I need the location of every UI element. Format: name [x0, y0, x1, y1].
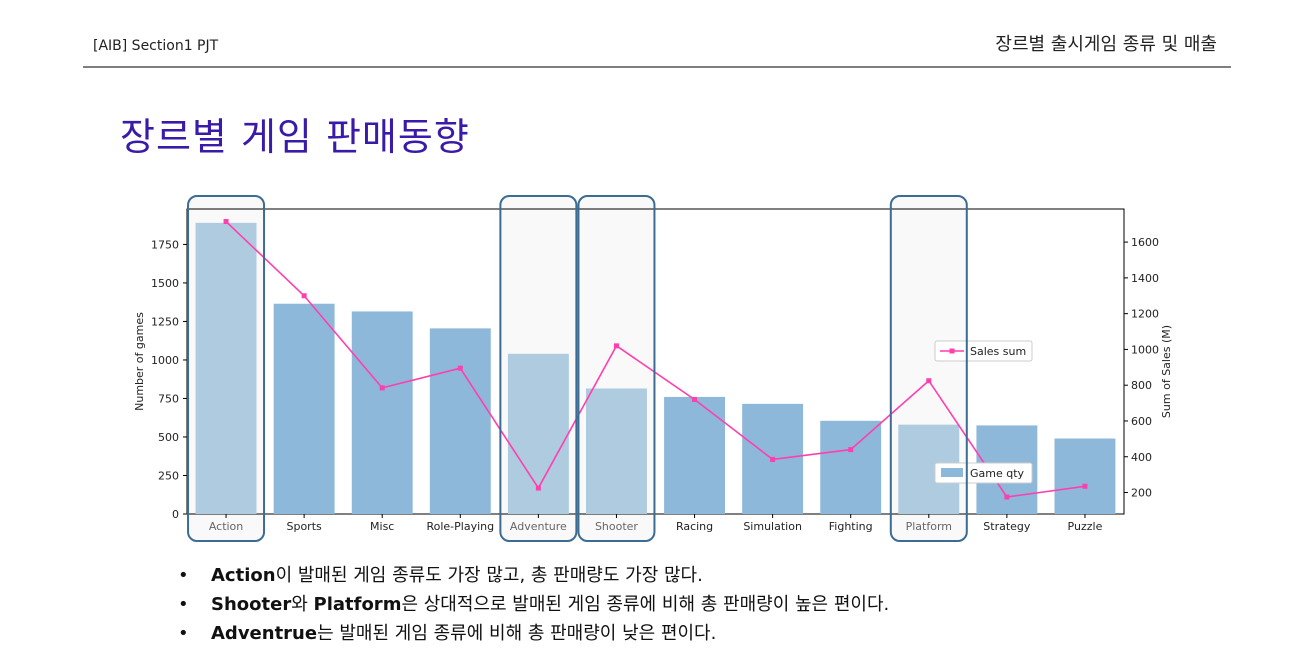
- x-tick-label: Fighting: [829, 520, 873, 533]
- sales-point: [692, 397, 698, 403]
- legend-bar-label: Game qty: [970, 467, 1025, 480]
- sales-line: [225, 220, 1086, 498]
- highlight-box-shooter: [577, 195, 656, 542]
- sales-point: [1004, 494, 1010, 500]
- y2-tick-label: 200: [1131, 487, 1152, 500]
- legend-bar-swatch: [941, 468, 963, 477]
- y2-tick-label: 600: [1131, 415, 1152, 428]
- sales-point: [457, 365, 463, 371]
- sales-point: [535, 485, 541, 491]
- bullet-list: • Action이 발매된 게임 종류도 가장 많고, 총 판매량도 가장 많다.…: [178, 561, 889, 648]
- header-left-label: [AIB] Section1 PJT: [93, 38, 219, 54]
- y2-tick-label: 1400: [1131, 272, 1159, 285]
- sales-point: [613, 343, 619, 349]
- y-tick-label: 0: [172, 508, 179, 521]
- legend-line-box: [934, 340, 1033, 362]
- x-tick-label: Misc: [370, 520, 394, 533]
- y2-axis-label: Sum of Sales (M): [1160, 325, 1173, 418]
- header-right-label: 장르별 출시게임 종류 및 매출: [995, 34, 1217, 55]
- highlight-box-action: [187, 195, 266, 542]
- y-axis-label: Number of games: [133, 312, 146, 411]
- header-divider: [83, 66, 1231, 68]
- bar-shooter: [586, 388, 647, 514]
- y2-tick-label: 1200: [1131, 308, 1159, 321]
- x-tick-label: Sports: [286, 520, 322, 533]
- sales-point: [926, 378, 932, 384]
- y-tick-label: 250: [158, 469, 179, 482]
- y2-tick-label: 1000: [1131, 343, 1159, 356]
- bar-action: [195, 222, 257, 514]
- sales-point: [379, 385, 385, 391]
- y-tick-label: 750: [158, 392, 179, 405]
- bar-fighting: [820, 420, 882, 514]
- y-tick-label: 1500: [151, 277, 179, 290]
- x-tick-label: Simulation: [743, 520, 802, 533]
- bar-sports: [273, 303, 335, 514]
- slide-title: 장르별 게임 판매동향: [120, 115, 470, 159]
- bar-role-playing: [429, 328, 491, 514]
- x-tick-label: Action: [209, 520, 243, 533]
- x-tick-label: Adventure: [510, 520, 567, 533]
- x-tick-label: Shooter: [595, 520, 638, 533]
- bullet-item: • Shooter와 Platform은 상대적으로 발매된 게임 종류에 비해 …: [178, 594, 890, 615]
- y2-tick-label: 800: [1131, 379, 1152, 392]
- y-tick-label: 1750: [151, 238, 179, 251]
- sales-point: [301, 293, 307, 299]
- highlight-box-adventure: [499, 195, 578, 542]
- y2-tick-label: 1600: [1131, 236, 1159, 249]
- legend-line-marker: [949, 348, 955, 354]
- x-tick-label: Racing: [676, 520, 713, 533]
- bar-racing: [664, 396, 725, 514]
- plot-frame: [186, 208, 1125, 515]
- sales-point: [1082, 483, 1088, 489]
- x-tick-label: Strategy: [983, 520, 1031, 533]
- x-tick-label: Role-Playing: [426, 520, 494, 533]
- bar-misc: [351, 311, 413, 514]
- highlight-box-platform: [889, 195, 968, 542]
- bar-puzzle: [1054, 438, 1116, 514]
- y-tick-label: 500: [158, 431, 179, 444]
- y2-tick-label: 400: [1131, 451, 1152, 464]
- y-tick-label: 1250: [151, 315, 179, 328]
- bullet-item: • Action이 발매된 게임 종류도 가장 많고, 총 판매량도 가장 많다.: [178, 565, 703, 586]
- y-tick-label: 1000: [151, 354, 179, 367]
- x-tick-label: Puzzle: [1068, 520, 1103, 533]
- bullet-item: • Adventrue는 발매된 게임 종류에 비해 총 판매량이 낮은 편이다.: [178, 623, 717, 644]
- sales-point: [848, 447, 854, 453]
- sales-point: [770, 456, 776, 462]
- sales-point: [223, 219, 229, 225]
- x-tick-label: Platform: [906, 520, 952, 533]
- legend-line-label: Sales sum: [970, 345, 1026, 358]
